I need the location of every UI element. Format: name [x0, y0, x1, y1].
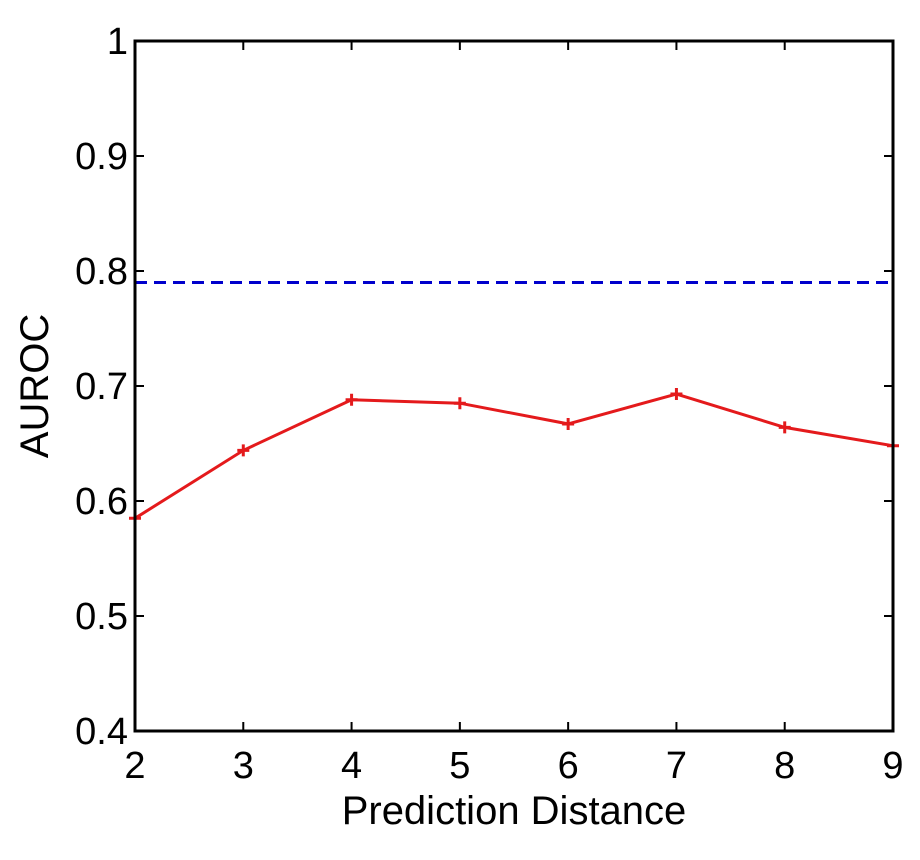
y-tick-label: 0.8 — [75, 251, 128, 293]
plot-frame — [133, 39, 895, 733]
series-1-point — [237, 444, 250, 457]
x-tick-label: 4 — [341, 745, 362, 787]
x-tick-label: 5 — [449, 745, 470, 787]
series-1-point — [453, 397, 466, 410]
x-tick-label: 9 — [882, 745, 903, 787]
y-tick-label: 0.6 — [75, 481, 128, 523]
y-tick-label: 0.7 — [75, 366, 128, 408]
x-tick-label: 8 — [774, 745, 795, 787]
series-layer — [129, 281, 899, 525]
x-tick-label: 3 — [233, 745, 254, 787]
series-1-point — [670, 388, 683, 401]
y-tick-label: 1 — [107, 21, 128, 63]
y-axis-title: AUROC — [13, 314, 57, 458]
y-tick-label: 0.9 — [75, 136, 128, 178]
series-1-point — [345, 393, 358, 406]
x-tick-label: 7 — [666, 745, 687, 787]
x-tick-label: 6 — [558, 745, 579, 787]
x-axis-title: Prediction Distance — [342, 789, 687, 833]
x-tick-label: 2 — [124, 745, 145, 787]
y-tick-label: 0.5 — [75, 596, 128, 638]
series-1-point — [778, 421, 791, 434]
y-tick-label: 0.4 — [75, 711, 128, 753]
series-1-line — [134, 392, 894, 520]
series-1-point — [562, 417, 575, 430]
tick-labels: 2 3 4 5 6 7 8 9 0.4 0.5 0.6 0.7 0.8 0.9 1 — [75, 21, 903, 787]
